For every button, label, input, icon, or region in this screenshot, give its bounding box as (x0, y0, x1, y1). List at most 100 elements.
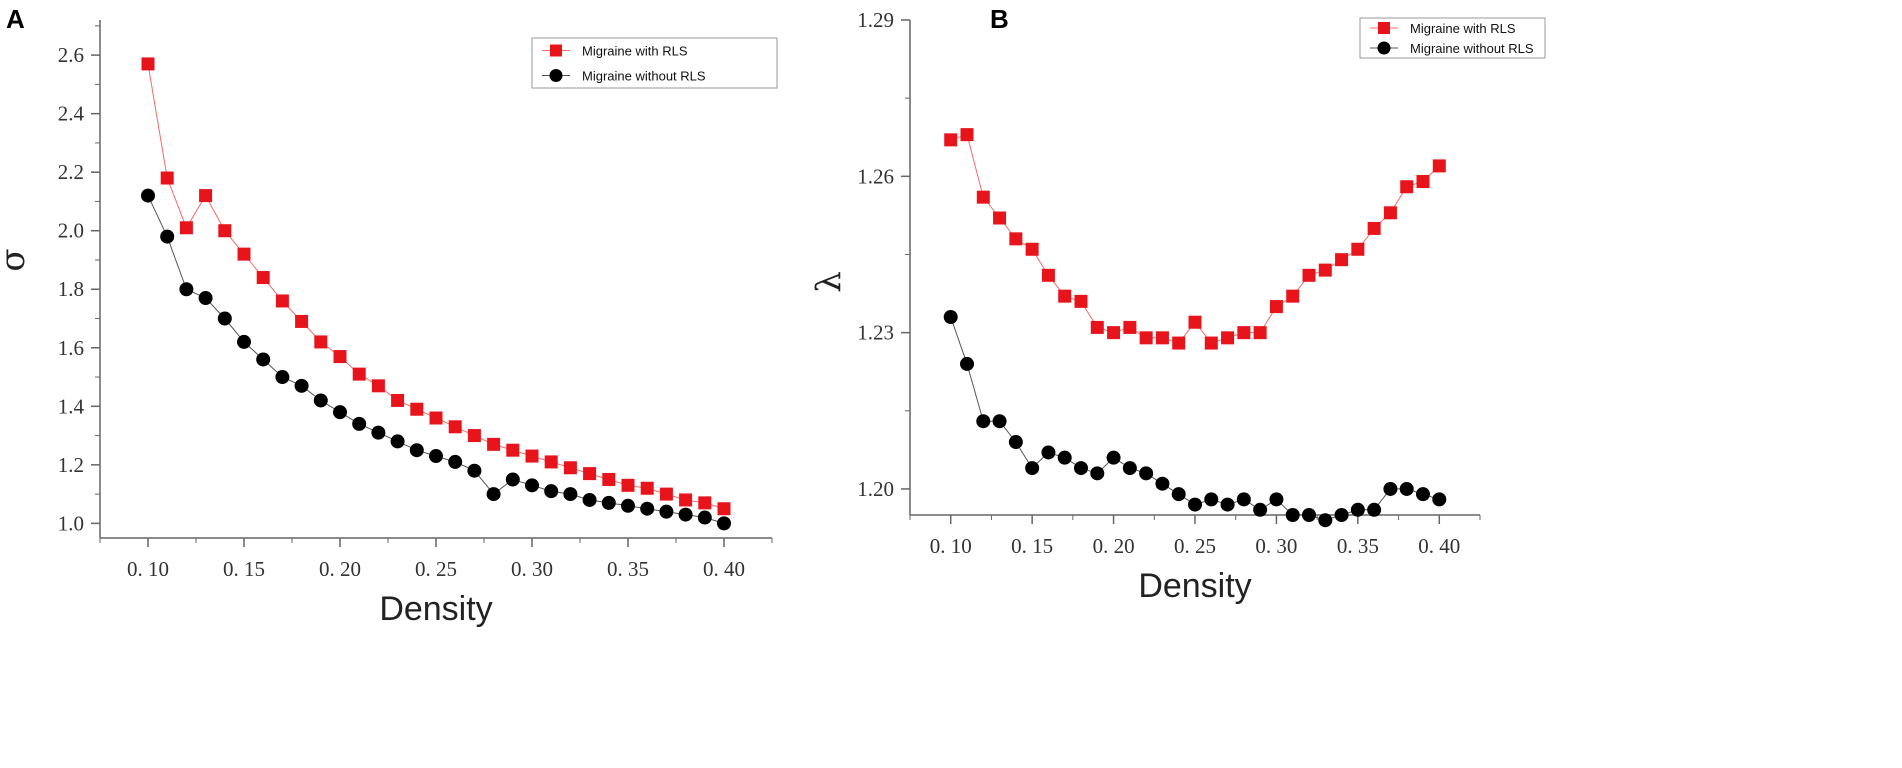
data-point-without-rls (160, 229, 175, 244)
panel-b-chart: 0. 10 0. 15 0. 20 0. 25 0. 30 0. 35 0. 40 1.20 1… (809, 8, 1546, 605)
y-tick-label: 1.26 (857, 164, 894, 188)
data-point-without-rls (409, 443, 424, 458)
data-point-with-rls (640, 481, 654, 495)
y-axis-title: σ (0, 248, 33, 271)
data-point-without-rls (601, 495, 616, 510)
data-point-without-rls (1302, 508, 1316, 522)
panel-a-chart: 0. 10 0. 15 0. 20 0. 25 0. 30 0. 35 0. 40 1.0 1.… (0, 20, 778, 628)
data-point-without-rls (371, 425, 386, 440)
data-point-with-rls (160, 171, 174, 185)
x-tick-label: 0. 15 (1011, 534, 1053, 558)
data-point-with-rls (1204, 336, 1218, 350)
data-point-without-rls (1367, 502, 1382, 517)
data-point-without-rls (198, 291, 213, 306)
data-point-without-rls (1253, 502, 1268, 517)
data-point-without-rls (256, 352, 271, 367)
legend-box (1359, 17, 1546, 59)
data-point-without-rls (448, 454, 463, 469)
data-point-without-rls (275, 370, 290, 385)
data-point-with-rls (275, 294, 289, 308)
data-point-with-rls (256, 271, 270, 285)
data-point-without-rls (1416, 487, 1430, 502)
data-point-with-rls (698, 496, 712, 510)
data-point-without-rls (352, 416, 367, 431)
data-point-without-rls (141, 188, 155, 203)
legend-marker-circle (1377, 41, 1391, 55)
data-point-with-rls (448, 420, 462, 434)
data-point-without-rls (640, 501, 655, 516)
x-tick-label: 0. 30 (511, 557, 553, 581)
data-point-with-rls (371, 379, 385, 393)
legend-marker-square (550, 44, 562, 57)
data-point-without-rls (1285, 508, 1300, 522)
data-point-without-rls (1399, 481, 1414, 496)
x-tick-label: 0. 40 (1418, 534, 1460, 558)
data-point-with-rls (237, 247, 251, 261)
data-point-with-rls (717, 502, 731, 516)
y-axis-title: λ (809, 271, 849, 293)
data-point-without-rls (1269, 492, 1284, 507)
data-point-with-rls (1318, 263, 1332, 277)
data-point-without-rls (294, 378, 309, 393)
data-point-with-rls (1041, 268, 1055, 282)
panel-a-letter: A (6, 4, 25, 34)
y-tick-label: 2.0 (58, 219, 84, 243)
data-point-without-rls (1106, 450, 1121, 465)
x-axis-title: Density (379, 590, 492, 628)
data-point-without-rls (976, 414, 991, 429)
data-point-without-rls (1171, 487, 1186, 502)
data-point-with-rls (1335, 253, 1349, 267)
data-point-with-rls (944, 133, 958, 147)
y-tick-label: 1.23 (857, 321, 894, 345)
y-tick-label: 1.8 (58, 277, 84, 301)
data-point-with-rls (506, 443, 520, 457)
data-point-without-rls (1318, 513, 1333, 528)
data-point-with-rls (467, 429, 481, 443)
data-point-without-rls (505, 472, 520, 487)
data-point-with-rls (1302, 268, 1316, 282)
series-line-without-rls (147, 195, 725, 524)
data-point-with-rls (960, 128, 974, 142)
data-point-without-rls (563, 487, 578, 502)
y-tick-label: 1.2 (58, 453, 84, 477)
data-point-without-rls (1139, 466, 1154, 481)
x-tick-label: 0. 40 (703, 557, 745, 581)
data-point-without-rls (582, 492, 597, 507)
x-tick-label: 0. 15 (223, 557, 265, 581)
data-point-with-rls (1188, 315, 1202, 329)
data-point-with-rls (993, 211, 1007, 225)
data-point-with-rls (1237, 326, 1251, 340)
y-tick-label: 1.29 (857, 8, 894, 32)
x-tick-label: 0. 20 (319, 557, 361, 581)
data-point-with-rls (1253, 326, 1267, 340)
data-point-with-rls (1432, 159, 1446, 173)
data-point-without-rls (1204, 492, 1219, 507)
data-point-without-rls (467, 463, 482, 478)
data-point-with-rls (410, 402, 424, 416)
legend-label: Migraine without RLS (582, 69, 706, 84)
y-tick-label: 2.2 (58, 160, 84, 184)
data-point-without-rls (659, 504, 674, 519)
data-point-without-rls (1220, 497, 1235, 512)
legend-label: Migraine with RLS (1410, 21, 1516, 36)
data-point-without-rls (486, 487, 501, 502)
panel-b-letter: B (990, 4, 1009, 34)
data-point-with-rls (1286, 289, 1300, 303)
x-tick-label: 0. 20 (1093, 534, 1135, 558)
data-point-without-rls (992, 414, 1007, 429)
data-point-without-rls (1383, 481, 1398, 496)
data-point-without-rls (943, 310, 958, 324)
x-tick-label: 0. 25 (1174, 534, 1216, 558)
data-point-without-rls (544, 484, 559, 499)
data-point-with-rls (429, 411, 443, 425)
legend-marker-square (1378, 22, 1390, 34)
data-point-with-rls (679, 493, 693, 507)
data-point-without-rls (1155, 476, 1170, 491)
y-tick-label: 1.4 (58, 394, 85, 418)
y-tick-label: 1.6 (58, 336, 84, 360)
data-point-with-rls (1107, 326, 1121, 340)
data-point-with-rls (1058, 289, 1072, 303)
data-point-with-rls (1025, 242, 1039, 256)
data-point-with-rls (602, 472, 616, 486)
